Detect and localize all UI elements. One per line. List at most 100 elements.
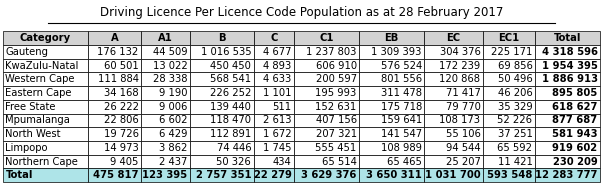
Text: 55 106: 55 106 [446,129,481,139]
Bar [535,114,600,127]
Text: 35 329: 35 329 [497,102,532,112]
Bar [254,86,294,100]
Text: 14 973: 14 973 [104,143,139,153]
Bar [535,127,600,141]
Text: 52 226: 52 226 [497,115,532,125]
Text: 74 446: 74 446 [216,143,251,153]
Bar [141,86,190,100]
Text: Mpumalanga: Mpumalanga [5,115,71,125]
Bar [294,31,359,45]
Text: 225 171: 225 171 [491,47,532,57]
Text: Limpopo: Limpopo [5,143,48,153]
Bar [3,45,87,59]
Bar [359,100,425,114]
Text: 581 943: 581 943 [552,129,598,139]
Bar [483,100,535,114]
Text: 79 770: 79 770 [446,102,481,112]
Text: 22 806: 22 806 [104,115,139,125]
Bar [254,59,294,72]
Bar [483,168,535,182]
Bar [254,141,294,155]
Text: Total: Total [554,33,581,43]
Text: 123 395: 123 395 [142,170,188,180]
Text: 94 544: 94 544 [446,143,481,153]
Text: 112 891: 112 891 [210,129,251,139]
Text: 44 509: 44 509 [153,47,188,57]
Bar [190,100,254,114]
Bar [483,72,535,86]
Text: A1: A1 [158,33,173,43]
Bar [535,45,600,59]
Text: 304 376: 304 376 [440,47,481,57]
Text: Gauteng: Gauteng [5,47,48,57]
Bar [141,45,190,59]
Text: 230 209: 230 209 [553,157,598,167]
Text: 152 631: 152 631 [315,102,357,112]
Text: EC1: EC1 [498,33,519,43]
Text: 4 677: 4 677 [263,47,292,57]
Bar [141,141,190,155]
Text: Northern Cape: Northern Cape [5,157,78,167]
Text: 176 132: 176 132 [97,47,139,57]
Text: C: C [270,33,277,43]
Text: 877 687: 877 687 [552,115,598,125]
Text: 1 886 913: 1 886 913 [541,74,598,84]
Bar [425,31,483,45]
Text: 69 856: 69 856 [497,61,532,71]
Bar [425,168,483,182]
Bar [425,59,483,72]
Text: Category: Category [20,33,71,43]
Bar [3,59,87,72]
Text: Western Cape: Western Cape [5,74,75,84]
Bar [141,72,190,86]
Bar [294,72,359,86]
Bar [483,59,535,72]
Text: 407 156: 407 156 [315,115,357,125]
Bar [3,114,87,127]
Text: 200 597: 200 597 [315,74,357,84]
Bar [190,45,254,59]
Text: 65 465: 65 465 [387,157,422,167]
Text: 28 338: 28 338 [153,74,188,84]
Text: 26 222: 26 222 [104,102,139,112]
Text: EB: EB [385,33,399,43]
Text: 4 318 596: 4 318 596 [541,47,598,57]
Text: 1 016 535: 1 016 535 [201,47,251,57]
Bar [535,168,600,182]
Bar [535,31,600,45]
Bar [87,86,141,100]
Bar [141,59,190,72]
Bar [294,45,359,59]
Text: 801 556: 801 556 [380,74,422,84]
Bar [294,155,359,168]
Text: 12 283 777: 12 283 777 [535,170,598,180]
Bar [141,127,190,141]
Text: 175 718: 175 718 [380,102,422,112]
Bar [294,168,359,182]
Bar [3,72,87,86]
Bar [535,72,600,86]
Text: 172 239: 172 239 [439,61,481,71]
Bar [190,155,254,168]
Bar [190,141,254,155]
Text: 1 101: 1 101 [263,88,292,98]
Text: 475 817: 475 817 [93,170,139,180]
Text: EC: EC [446,33,461,43]
Bar [425,127,483,141]
Bar [3,141,87,155]
Text: KwaZulu-Natal: KwaZulu-Natal [5,61,79,71]
Bar [294,114,359,127]
Bar [190,127,254,141]
Text: 9 006: 9 006 [159,102,188,112]
Bar [87,100,141,114]
Bar [3,168,87,182]
Bar [535,59,600,72]
Text: 108 989: 108 989 [381,143,422,153]
Bar [294,100,359,114]
Bar [190,86,254,100]
Text: 19 726: 19 726 [104,129,139,139]
Bar [87,155,141,168]
Text: 311 478: 311 478 [381,88,422,98]
Bar [87,72,141,86]
Bar [359,45,425,59]
